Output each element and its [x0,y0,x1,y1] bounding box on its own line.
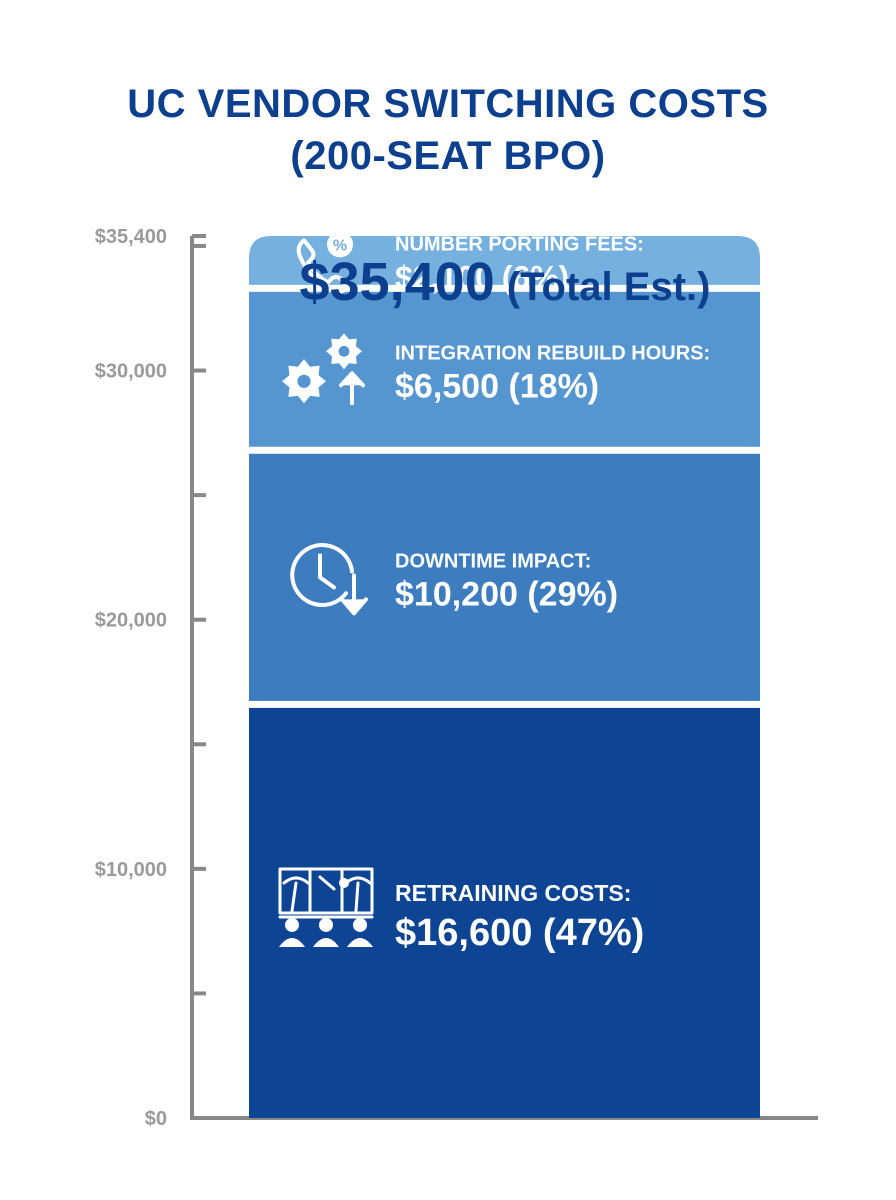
total-amount: $35,400 [300,252,495,312]
y-tick-label: $0 [145,1108,167,1130]
segment-value-label: $16,600 (47%) [395,912,644,954]
segment-name-label: INTEGRATION REBUILD HOURS: [395,342,710,364]
bar-segment-clock-down: DOWNTIME IMPACT: $10,200 (29%) [249,454,760,701]
y-tick-label: $20,000 [95,610,167,632]
segment-value-label: $6,500 (18%) [395,367,599,405]
y-tick-label: $10,000 [95,859,167,881]
total-suffix: (Total Est.) [507,265,711,309]
y-tick-label: $30,000 [95,361,167,383]
segment-name-label: DOWNTIME IMPACT: [395,550,591,572]
bar-segment-gears: INTEGRATION REBUILD HOURS: $6,500 (18%) [249,292,760,447]
y-tick-label: $35,400 [95,226,167,248]
segment-value-label: $10,200 (29%) [395,575,618,613]
bar-segment-training: RETRAINING COSTS: $16,600 (47%) [249,708,760,1118]
segment-name-label: RETRAINING COSTS: [395,880,631,906]
